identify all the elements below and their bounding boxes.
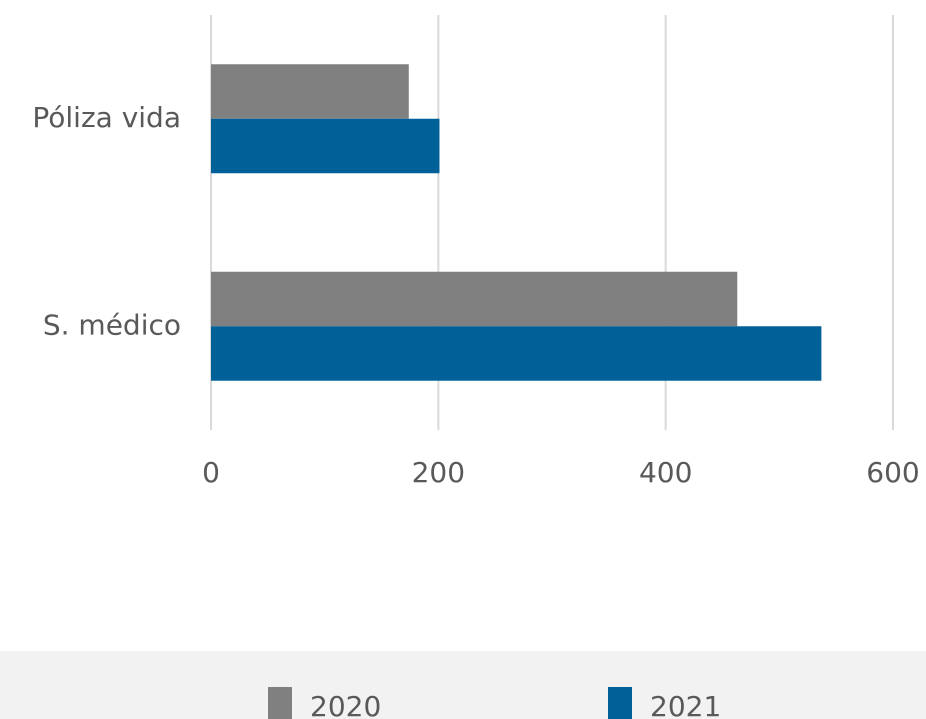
x-tick-label: 400: [639, 456, 692, 489]
bar: [211, 64, 409, 119]
legend-background: [0, 651, 926, 719]
x-tick-label: 0: [202, 456, 220, 489]
legend-swatch: [268, 687, 292, 719]
legend-label: 2021: [650, 690, 721, 719]
legend-swatch: [608, 687, 632, 719]
bar: [211, 118, 440, 174]
legend-label: 2020: [310, 690, 381, 719]
x-tick-label: 200: [412, 456, 465, 489]
y-tick-label: S. médico: [43, 308, 181, 341]
y-tick-label: Póliza vida: [32, 101, 181, 134]
x-tick-label: 600: [866, 456, 919, 489]
bar: [211, 271, 738, 327]
bar: [211, 326, 822, 381]
